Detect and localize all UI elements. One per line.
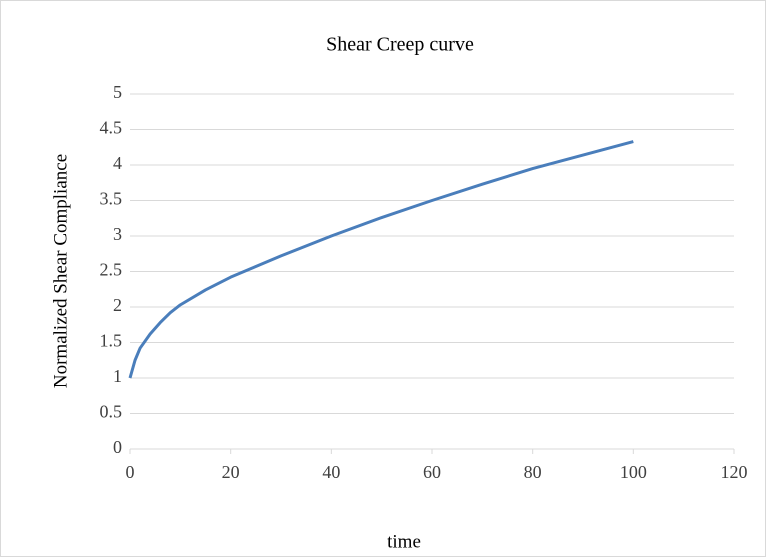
x-tick-label: 0 xyxy=(126,462,135,482)
y-tick-label: 4.5 xyxy=(100,118,123,138)
y-tick-label: 0.5 xyxy=(100,402,123,422)
y-tick-label: 2.5 xyxy=(100,260,123,280)
y-tick-label: 5 xyxy=(113,82,122,102)
y-tick-label: 1 xyxy=(113,366,122,386)
x-tick-label: 60 xyxy=(423,462,441,482)
x-tick-label: 80 xyxy=(524,462,542,482)
line-series xyxy=(128,140,634,379)
y-axis-title: Normalized Shear Compliance xyxy=(50,154,71,388)
x-tick-label: 100 xyxy=(620,462,647,482)
y-tick-label: 0 xyxy=(113,437,122,457)
x-tick-label: 120 xyxy=(721,462,748,482)
x-tick-label: 40 xyxy=(322,462,340,482)
y-tick-label: 3.5 xyxy=(100,189,123,209)
x-axis-title: time xyxy=(387,531,421,552)
y-tick-label: 1.5 xyxy=(100,331,123,351)
chart-title: Shear Creep curve xyxy=(326,34,474,56)
x-tick-label: 20 xyxy=(222,462,240,482)
y-tick-label: 3 xyxy=(113,224,122,244)
y-tick-label: 4 xyxy=(113,153,122,173)
y-tick-label: 2 xyxy=(113,295,122,315)
